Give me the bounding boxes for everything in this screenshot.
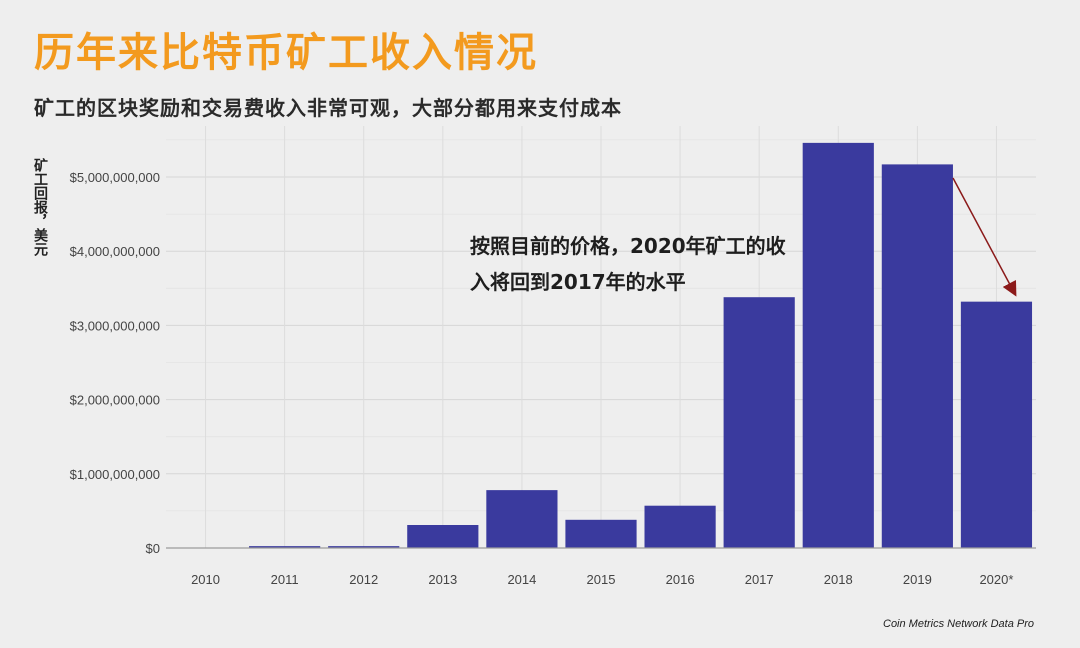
annotation-arrow <box>952 177 1017 297</box>
x-tick-label: 2011 <box>271 572 299 587</box>
bar-2020* <box>960 301 1033 548</box>
bar-2012 <box>328 546 400 548</box>
y-axis-label: 矿工回报，美元 <box>32 158 48 256</box>
chart-subtitle: 矿工的区块奖励和交易费收入非常可观，大部分都用来支付成本 <box>34 96 622 120</box>
x-tick-label: 2016 <box>666 572 695 587</box>
bar-2018 <box>802 142 874 549</box>
y-tick-label: $3,000,000,000 <box>70 318 160 333</box>
bar-2011 <box>249 546 321 548</box>
bars <box>169 142 1033 549</box>
source-credit: Coin Metrics Network Data Pro <box>883 618 1034 630</box>
x-tick-label: 2019 <box>903 572 932 587</box>
axes: $0 $1,000,000,000 $2,000,000,000 $3,000,000… <box>70 170 1036 587</box>
annotation-text: 按照目前的价格，2020年矿工的收入将回到2017年的水平 <box>470 234 786 294</box>
x-tick-label: 2010 <box>191 572 220 587</box>
x-tick-label: 2018 <box>824 572 853 587</box>
x-tick-label: 2013 <box>428 572 457 587</box>
x-tick-label: 2015 <box>587 572 616 587</box>
bar-2013 <box>407 524 479 548</box>
bar-2015 <box>565 519 637 548</box>
x-tick-label: 2017 <box>745 572 774 587</box>
y-tick-label: $0 <box>146 541 160 556</box>
chart-title: 历年来比特币矿工收入情况 <box>34 30 538 76</box>
x-tick-label: 2012 <box>349 572 378 587</box>
bar-2019 <box>881 164 953 549</box>
y-tick-label: $5,000,000,000 <box>70 170 160 185</box>
bar-2016 <box>644 505 716 548</box>
bar-2014 <box>486 490 558 548</box>
y-tick-label: $2,000,000,000 <box>70 393 160 408</box>
x-tick-label: 2014 <box>507 572 536 587</box>
x-tick-label: 2020* <box>979 572 1013 587</box>
y-tick-label: $4,000,000,000 <box>70 244 160 259</box>
bar-2017 <box>723 297 795 548</box>
y-tick-label: $1,000,000,000 <box>70 467 160 482</box>
